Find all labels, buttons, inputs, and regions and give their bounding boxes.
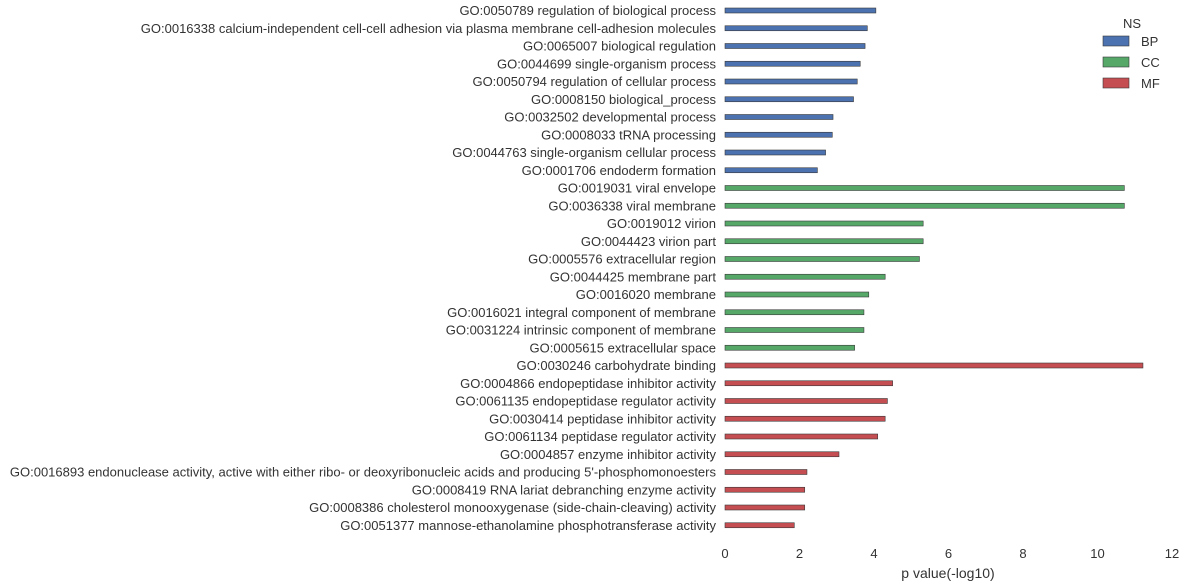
category-label: GO:0044423 virion part [581, 234, 717, 249]
x-tick-label: 8 [1019, 546, 1026, 561]
legend-label-mf: MF [1141, 76, 1160, 91]
x-tick-label: 6 [945, 546, 952, 561]
category-label: GO:0005615 extracellular space [530, 340, 716, 355]
bar-cc-11 [724, 185, 1125, 191]
category-label: GO:0004866 endopeptidase inhibitor activ… [460, 376, 716, 391]
bar-bp-8 [724, 131, 833, 138]
category-label: GO:0061135 endopeptidase regulator activ… [455, 394, 716, 409]
category-label: GO:0050789 regulation of biological proc… [459, 3, 716, 18]
legend: NS BP CC MF [1102, 16, 1160, 91]
bar-bp-5 [724, 78, 858, 85]
bar-bp-9 [724, 149, 826, 156]
category-label: GO:0008150 biological_process [531, 92, 717, 107]
bar-bp-6 [724, 96, 854, 103]
category-label: GO:0019012 virion [607, 216, 716, 231]
bar-mf-26 [724, 451, 840, 458]
category-label: GO:0031224 intrinsic component of membra… [446, 323, 716, 338]
bar-mf-30 [724, 522, 795, 529]
category-label: GO:0061134 peptidase regulator activity [484, 429, 716, 444]
bar-bp-1 [724, 7, 877, 14]
category-labels: GO:0050789 regulation of biological proc… [10, 3, 717, 533]
x-tick-label: 2 [796, 546, 803, 561]
x-axis-title: p value(-log10) [901, 565, 994, 581]
category-label: GO:0016338 calcium-independent cell-cell… [141, 21, 717, 36]
category-label: GO:0008386 cholesterol monooxygenase (si… [309, 500, 716, 515]
bar-bp-7 [724, 114, 834, 120]
bar-mf-29 [724, 504, 806, 511]
bar-bp-3 [724, 43, 866, 49]
category-label: GO:0032502 developmental process [504, 110, 716, 125]
bar-cc-20 [724, 344, 855, 351]
bar-mf-23 [724, 398, 888, 404]
bar-bp-10 [724, 167, 818, 174]
bar-mf-22 [724, 380, 893, 387]
category-label: GO:0008033 tRNA processing [541, 127, 716, 142]
category-label: GO:0030414 peptidase inhibitor activity [489, 411, 716, 426]
category-label: GO:0044763 single-organism cellular proc… [452, 145, 716, 160]
bar-mf-21 [724, 362, 1144, 369]
category-label: GO:0005576 extracellular region [528, 252, 716, 267]
legend-title: NS [1123, 16, 1141, 31]
bar-cc-13 [724, 220, 924, 227]
category-label: GO:0051377 mannose-ethanolamine phosphot… [340, 518, 716, 533]
legend-swatch-cc [1102, 56, 1130, 68]
x-tick-label: 12 [1165, 546, 1179, 561]
bar-cc-18 [724, 309, 865, 316]
category-label: GO:0004857 enzyme inhibitor activity [500, 447, 717, 462]
bar-mf-24 [724, 415, 886, 422]
x-axis: 0 2 4 6 8 10 12 [721, 546, 1179, 561]
legend-swatch-bp [1102, 35, 1130, 47]
category-label: GO:0030246 carbohydrate binding [517, 358, 716, 373]
category-label: GO:0016021 integral component of membran… [447, 305, 716, 320]
legend-swatch-mf [1102, 77, 1130, 89]
category-label: GO:0016020 membrane [576, 287, 716, 302]
category-label: GO:0008419 RNA lariat debranching enzyme… [412, 482, 717, 497]
legend-label-bp: BP [1141, 34, 1158, 49]
bar-bp-4 [724, 60, 861, 67]
bar-bp-2 [724, 25, 868, 32]
bar-cc-16 [724, 273, 886, 280]
bar-mf-27 [724, 469, 808, 475]
x-tick-label: 4 [870, 546, 877, 561]
bar-cc-19 [724, 327, 865, 333]
category-label: GO:0065007 biological regulation [523, 39, 716, 54]
category-label: GO:0019031 viral envelope [558, 181, 716, 196]
category-label: GO:0016893 endonuclease activity, active… [10, 465, 717, 480]
bar-mf-28 [724, 486, 806, 493]
bar-cc-14 [724, 238, 924, 245]
category-label: GO:0001706 endoderm formation [522, 163, 716, 178]
bar-cc-15 [724, 256, 920, 262]
x-tick-label: 0 [721, 546, 728, 561]
category-label: GO:0036338 viral membrane [548, 198, 716, 213]
x-tick-label: 10 [1090, 546, 1104, 561]
category-label: GO:0050794 regulation of cellular proces… [472, 74, 716, 89]
bar-mf-25 [724, 433, 879, 440]
bars-layer [724, 7, 1144, 529]
bar-cc-17 [724, 291, 870, 298]
legend-label-cc: CC [1141, 55, 1160, 70]
category-label: GO:0044699 single-organism process [497, 56, 716, 71]
category-label: GO:0044425 membrane part [550, 269, 717, 284]
bar-cc-12 [724, 202, 1125, 209]
